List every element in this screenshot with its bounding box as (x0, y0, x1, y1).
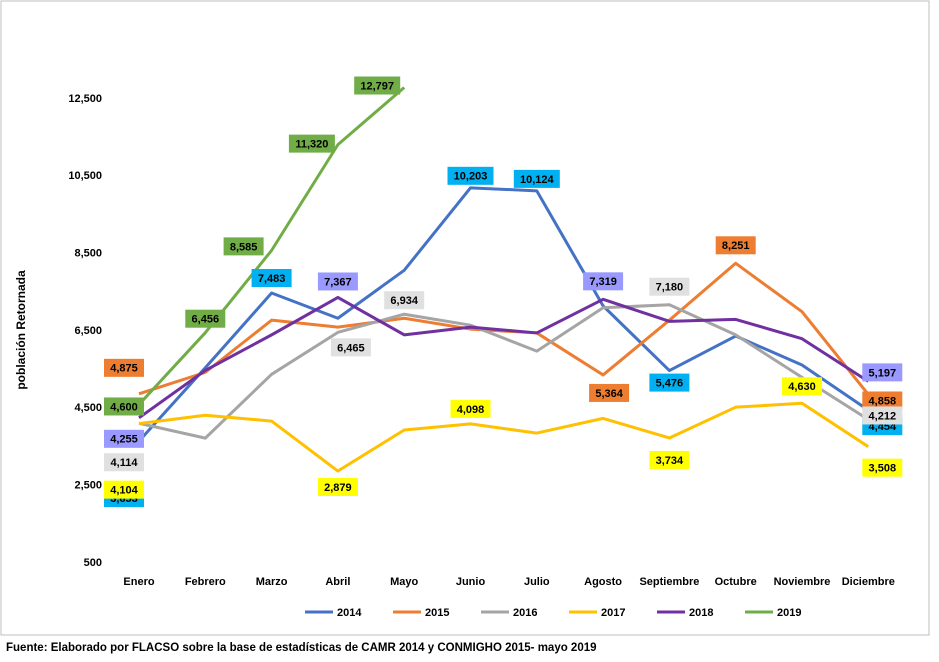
data-label: 4,098 (457, 404, 485, 416)
data-label-box (104, 397, 144, 416)
x-tick-label: Junio (456, 576, 486, 588)
x-tick-label: Diciembre (842, 576, 895, 588)
data-label: 8,251 (722, 240, 750, 252)
x-tick-label: Noviembre (774, 576, 831, 588)
data-label-box (104, 453, 144, 472)
data-label-box (862, 391, 903, 410)
x-tick-label: Octubre (715, 576, 757, 588)
y-tick-label: 8,500 (74, 248, 102, 260)
data-label-box (330, 338, 371, 357)
x-tick-label: Enero (123, 576, 154, 588)
y-tick-label: 6,500 (74, 325, 102, 337)
data-label-box (447, 166, 494, 185)
y-tick-label: 500 (84, 557, 102, 569)
data-label: 3,508 (869, 463, 897, 475)
data-label: 4,212 (869, 410, 897, 422)
data-label: 4,255 (110, 434, 138, 446)
data-label: 3,734 (656, 455, 684, 467)
y-tick-label: 4,500 (74, 402, 102, 414)
data-label: 11,320 (295, 139, 328, 151)
data-label: 4,858 (869, 395, 897, 407)
data-label-box (288, 134, 335, 153)
data-label-box (384, 291, 425, 310)
chart-border (0, 0, 930, 636)
data-label: 7,483 (258, 273, 286, 285)
legend-label: 2019 (777, 607, 801, 619)
legend-label: 2015 (425, 607, 449, 619)
data-label-box (104, 429, 144, 448)
legend-label: 2017 (601, 607, 625, 619)
legend-label: 2018 (689, 607, 713, 619)
data-label-box (649, 277, 690, 296)
data-label: 4,630 (788, 381, 816, 393)
x-tick-label: Agosto (584, 576, 622, 588)
data-label-box (583, 272, 624, 291)
data-label: 8,585 (230, 241, 258, 253)
data-label: 5,476 (656, 378, 684, 390)
data-label-box (450, 399, 491, 418)
x-tick-label: Julio (524, 576, 550, 588)
data-label: 7,367 (324, 276, 352, 288)
data-label-box (862, 406, 903, 425)
legend-label: 2016 (513, 607, 537, 619)
data-label: 4,600 (110, 401, 138, 413)
data-label: 6,934 (390, 295, 418, 307)
x-tick-label: Febrero (185, 576, 226, 588)
legend-label: 2014 (337, 607, 362, 619)
data-label: 10,124 (520, 174, 555, 186)
data-label-box (251, 268, 292, 287)
data-label-box (715, 236, 756, 255)
y-tick-label: 12,500 (68, 93, 102, 105)
data-label-box (354, 76, 401, 95)
data-label-box (589, 383, 630, 402)
data-label: 5,197 (869, 367, 897, 379)
data-label-box (649, 450, 690, 469)
data-label: 4,875 (110, 363, 138, 375)
data-label: 4,114 (111, 457, 139, 469)
data-label: 12,797 (360, 80, 394, 92)
data-label: 6,465 (337, 342, 365, 354)
data-label: 4,104 (110, 485, 138, 497)
y-tick-label: 10,500 (68, 170, 102, 182)
data-label-box (223, 237, 264, 256)
x-tick-label: Abril (325, 576, 350, 588)
x-tick-label: Mayo (390, 576, 418, 588)
series-line (138, 401, 870, 473)
data-label-box (862, 458, 903, 477)
data-label-box (104, 358, 144, 377)
data-label-box (782, 377, 822, 396)
data-label: 7,319 (589, 276, 617, 288)
data-label-box (185, 309, 226, 328)
x-tick-label: Septiembre (639, 576, 699, 588)
y-tick-label: 2,500 (74, 480, 102, 492)
series-line (138, 303, 870, 440)
data-label: 2,879 (324, 482, 352, 494)
data-label-box (862, 363, 903, 382)
series-line (137, 86, 406, 406)
data-label-box (513, 169, 560, 188)
data-label-box (649, 373, 690, 392)
data-label-box (317, 478, 358, 497)
series-line (138, 295, 870, 420)
data-label-box (317, 272, 358, 291)
data-label: 10,203 (454, 171, 488, 183)
data-label: 5,364 (595, 388, 623, 400)
x-tick-label: Marzo (256, 576, 288, 588)
data-label: 6,456 (192, 314, 220, 326)
footnote: Fuente: Elaborado por FLACSO sobre la ba… (6, 642, 597, 654)
data-label: 7,180 (656, 282, 684, 294)
data-label-box (104, 480, 144, 499)
y-axis-label: población Retornada (14, 270, 28, 390)
